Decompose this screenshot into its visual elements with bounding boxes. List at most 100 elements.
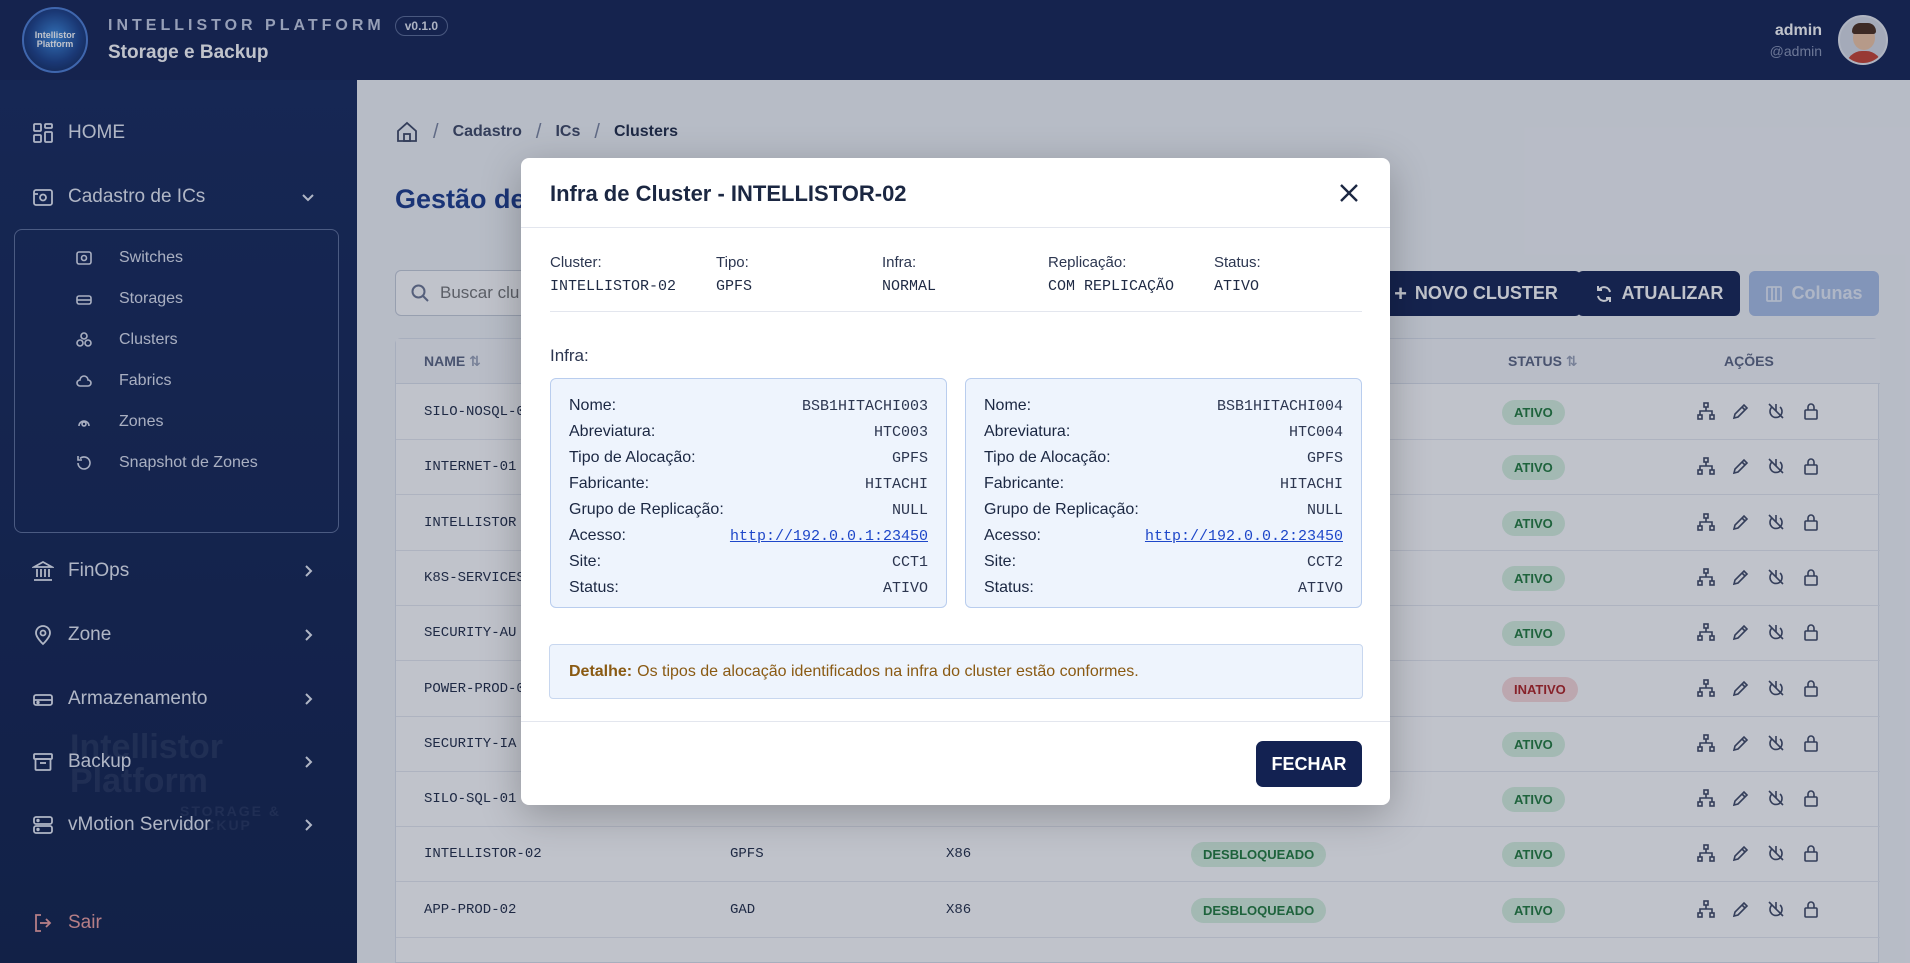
sidebar-item-vmotion[interactable]: vMotion Servidor <box>0 800 357 850</box>
edit-icon[interactable] <box>1729 841 1753 865</box>
cloud-icon <box>76 375 92 387</box>
refresh-button[interactable]: ATUALIZAR <box>1577 271 1740 316</box>
close-button[interactable]: FECHAR <box>1256 741 1362 787</box>
infra-field-site: Site: CCT2 <box>984 549 1343 575</box>
breadcrumb-ics[interactable]: ICs <box>555 123 581 140</box>
status-badge: ATIVO <box>1502 842 1565 868</box>
sidebar-item-zones[interactable]: Zones <box>15 402 340 442</box>
cluster-name: SECURITY-IA <box>424 735 517 752</box>
access-link[interactable]: http://192.0.0.1:23450 <box>729 527 928 545</box>
row-actions <box>1694 565 1823 589</box>
cluster-name: INTELLISTOR <box>424 514 517 531</box>
sidebar-item-cadastro[interactable]: Cadastro de ICs <box>0 172 357 222</box>
platform-logo: Intellistor Platform <box>22 7 88 73</box>
chevron-right-icon <box>305 756 313 768</box>
edit-icon[interactable] <box>1729 676 1753 700</box>
user-menu[interactable]: admin @admin <box>1770 15 1888 65</box>
sidebar-item-finops[interactable]: FinOps <box>0 546 357 596</box>
sidebar-item-clusters[interactable]: Clusters <box>15 320 340 360</box>
sidebar-item-backup[interactable]: Backup <box>0 737 357 787</box>
power-off-icon[interactable] <box>1764 565 1788 589</box>
lock-icon[interactable] <box>1799 620 1823 644</box>
table-row[interactable]: INTELLISTOR-02 GPFS X86 DESBLOQUEADO ATIVO <box>396 827 1880 883</box>
summary-label: Infra: <box>882 254 917 271</box>
cluster-name: POWER-PROD-0 <box>424 680 525 697</box>
sidebar-item-switches[interactable]: Switches <box>15 238 340 278</box>
sidebar-item-fabrics[interactable]: Fabrics <box>15 361 340 401</box>
sidebar-item-storages[interactable]: Storages <box>15 279 340 319</box>
infra-field-grupo-replicacao: Grupo de Replicação: NULL <box>569 497 928 523</box>
page-title: Gestão de <box>395 184 526 214</box>
edit-icon[interactable] <box>1729 620 1753 644</box>
home-icon[interactable] <box>395 120 419 144</box>
sitemap-icon[interactable] <box>1694 620 1718 644</box>
lock-icon[interactable] <box>1799 897 1823 921</box>
edit-icon[interactable] <box>1729 399 1753 423</box>
sidebar-item-home[interactable]: HOME <box>0 108 357 158</box>
power-off-icon[interactable] <box>1764 897 1788 921</box>
sitemap-icon[interactable] <box>1694 676 1718 700</box>
row-actions <box>1694 731 1823 755</box>
power-off-icon[interactable] <box>1764 454 1788 478</box>
avatar[interactable] <box>1838 15 1888 65</box>
cluster-arch: X86 <box>946 901 972 918</box>
access-link[interactable]: http://192.0.0.2:23450 <box>1144 527 1343 545</box>
close-icon[interactable] <box>1334 178 1364 208</box>
edit-icon[interactable] <box>1729 510 1753 534</box>
sitemap-icon[interactable] <box>1694 454 1718 478</box>
breadcrumb-cadastro[interactable]: Cadastro <box>452 123 522 140</box>
sidebar-item-armazenamento[interactable]: Armazenamento <box>0 674 357 724</box>
lock-icon[interactable] <box>1799 786 1823 810</box>
lock-icon[interactable] <box>1799 510 1823 534</box>
summary-infra: NORMAL <box>882 278 937 295</box>
row-actions <box>1694 510 1823 534</box>
power-off-icon[interactable] <box>1764 620 1788 644</box>
sitemap-icon[interactable] <box>1694 786 1718 810</box>
brand-name: INTELLISTOR PLATFORM <box>108 17 385 34</box>
sidebar-item-snapshot-zones[interactable]: Snapshot de Zones <box>15 443 340 483</box>
table-row[interactable]: SILO-SQL-01 ATIVO <box>396 772 1880 828</box>
sitemap-icon[interactable] <box>1694 565 1718 589</box>
lock-icon[interactable] <box>1799 676 1823 700</box>
lock-icon[interactable] <box>1799 399 1823 423</box>
column-status-header[interactable]: STATUS ⇅ <box>1508 353 1578 369</box>
status-badge: ATIVO <box>1502 565 1565 591</box>
sitemap-icon[interactable] <box>1694 897 1718 921</box>
sitemap-icon[interactable] <box>1694 399 1718 423</box>
lock-badge: DESBLOQUEADO <box>1191 897 1327 923</box>
column-name-header[interactable]: NAME ⇅ <box>424 353 481 369</box>
lock-icon[interactable] <box>1799 565 1823 589</box>
status-badge: ATIVO <box>1502 787 1565 813</box>
chevron-right-icon <box>305 693 313 705</box>
table-row[interactable]: APP-PROD-02 GAD X86 DESBLOQUEADO ATIVO <box>396 883 1880 938</box>
edit-icon[interactable] <box>1729 454 1753 478</box>
sitemap-icon[interactable] <box>1694 731 1718 755</box>
field-value: BSB1HITACHI004 <box>1216 397 1343 415</box>
field-value: ATIVO <box>882 579 928 597</box>
power-off-icon[interactable] <box>1764 510 1788 534</box>
field-label: Acesso: <box>984 527 1041 544</box>
lock-icon[interactable] <box>1799 731 1823 755</box>
edit-icon[interactable] <box>1729 786 1753 810</box>
new-cluster-button[interactable]: + NOVO CLUSTER <box>1371 271 1581 316</box>
power-off-icon[interactable] <box>1764 731 1788 755</box>
chevron-down-icon <box>302 194 314 202</box>
row-actions <box>1694 841 1823 865</box>
power-off-icon[interactable] <box>1764 841 1788 865</box>
power-icon[interactable] <box>1764 676 1788 700</box>
summary-cluster: INTELLISTOR-02 <box>550 278 677 295</box>
power-off-icon[interactable] <box>1764 786 1788 810</box>
edit-icon[interactable] <box>1729 897 1753 921</box>
edit-icon[interactable] <box>1729 731 1753 755</box>
row-actions <box>1694 399 1823 423</box>
sitemap-icon[interactable] <box>1694 841 1718 865</box>
sidebar-item-zone[interactable]: Zone <box>0 610 357 660</box>
lock-icon[interactable] <box>1799 841 1823 865</box>
edit-icon[interactable] <box>1729 565 1753 589</box>
logout-button[interactable]: Sair <box>0 898 357 948</box>
lock-icon[interactable] <box>1799 454 1823 478</box>
power-off-icon[interactable] <box>1764 399 1788 423</box>
columns-button[interactable]: Colunas <box>1749 271 1879 316</box>
storage-drive-icon <box>32 688 54 710</box>
sitemap-icon[interactable] <box>1694 510 1718 534</box>
